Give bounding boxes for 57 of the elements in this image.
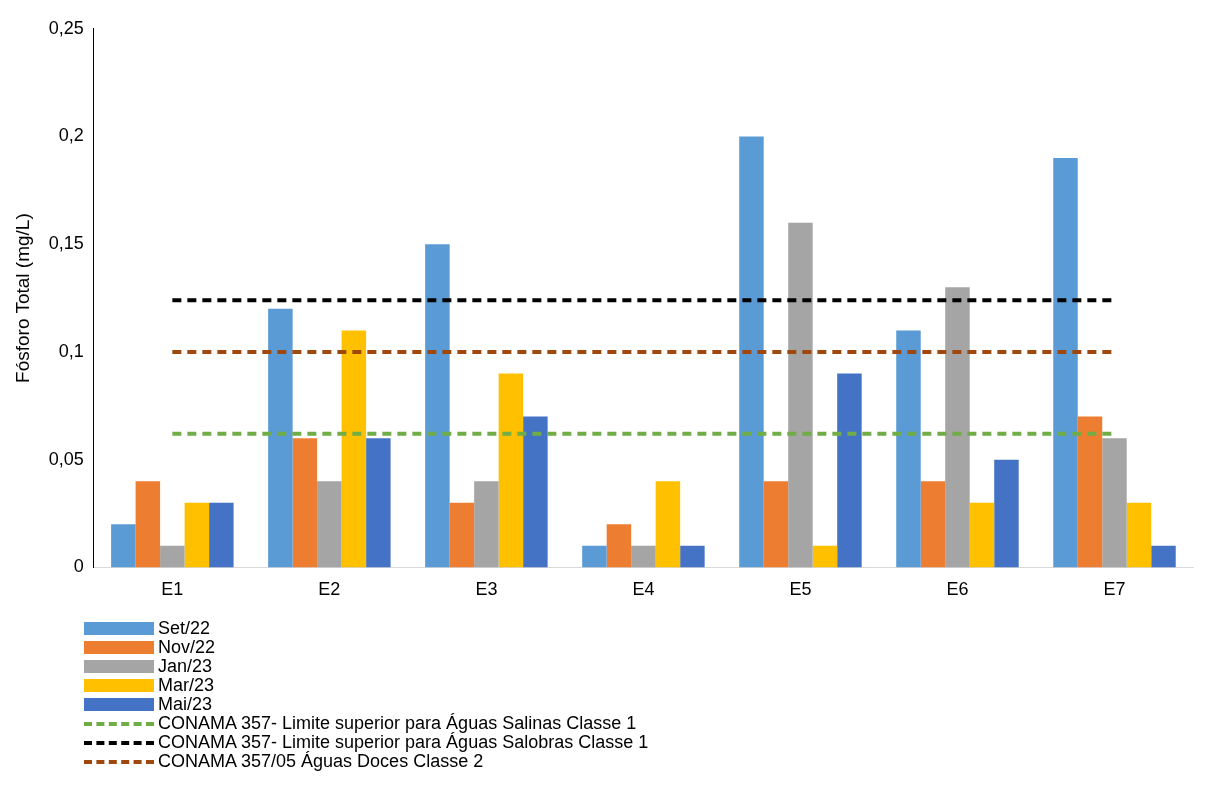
legend-label: CONAMA 357- Limite superior para Águas Salinas Classe 1 — [158, 713, 637, 733]
bar — [425, 244, 450, 568]
y-tick-label: 0,25 — [48, 17, 84, 38]
y-tick-label: 0,1 — [58, 340, 84, 361]
bar — [837, 373, 862, 568]
bar — [920, 481, 946, 568]
bar — [135, 481, 161, 568]
bar — [1053, 158, 1078, 568]
legend-label: CONAMA 357/05 Águas Doces Classe 2 — [158, 751, 484, 772]
bar — [1151, 545, 1176, 568]
legend-label: Nov/22 — [158, 637, 216, 658]
x-tick-label: E5 — [789, 579, 812, 600]
bar — [184, 502, 210, 568]
bar — [111, 524, 136, 568]
legend-label: Mar/23 — [158, 675, 215, 696]
x-tick-label: E1 — [161, 579, 184, 600]
x-tick-label: E4 — [632, 579, 655, 600]
bar — [788, 222, 813, 568]
legend-label: CONAMA 357- Limite superior para Águas Salobras Classe 1 — [158, 732, 649, 752]
bar — [160, 545, 185, 568]
y-tick-label: 0,15 — [48, 233, 84, 254]
bar — [739, 136, 764, 568]
bar — [474, 481, 499, 568]
legend-label: Mai/23 — [158, 694, 213, 715]
bar — [341, 330, 367, 568]
y-tick-label: 0,2 — [58, 125, 84, 146]
bar — [1102, 438, 1127, 568]
bar — [945, 287, 970, 568]
bar — [680, 545, 705, 568]
bar — [655, 481, 681, 568]
y-tick-label: 0 — [73, 556, 84, 577]
bar — [1077, 416, 1103, 568]
bar — [449, 502, 475, 568]
bar — [969, 502, 995, 568]
bar — [292, 438, 318, 568]
bar — [498, 373, 524, 568]
x-tick-label: E6 — [946, 579, 969, 600]
bar — [763, 481, 789, 568]
y-tick-label: 0,05 — [48, 448, 84, 469]
bar — [366, 438, 391, 568]
legend-label: Set/22 — [158, 618, 211, 639]
bar — [209, 502, 234, 568]
x-tick-label: E3 — [475, 579, 498, 600]
x-tick-label: E2 — [318, 579, 341, 600]
legend-label: Jan/23 — [158, 656, 213, 677]
bar — [582, 545, 607, 568]
bar — [606, 524, 632, 568]
bar — [631, 545, 656, 568]
bar — [317, 481, 342, 568]
bar — [268, 308, 293, 568]
y-axis-title: Fósforo Total (mg/L) — [11, 213, 33, 383]
bar — [1126, 502, 1152, 568]
bar — [523, 416, 548, 568]
bar — [994, 459, 1019, 568]
x-tick-label: E7 — [1103, 579, 1126, 600]
bar — [812, 545, 838, 568]
bar — [896, 330, 921, 568]
